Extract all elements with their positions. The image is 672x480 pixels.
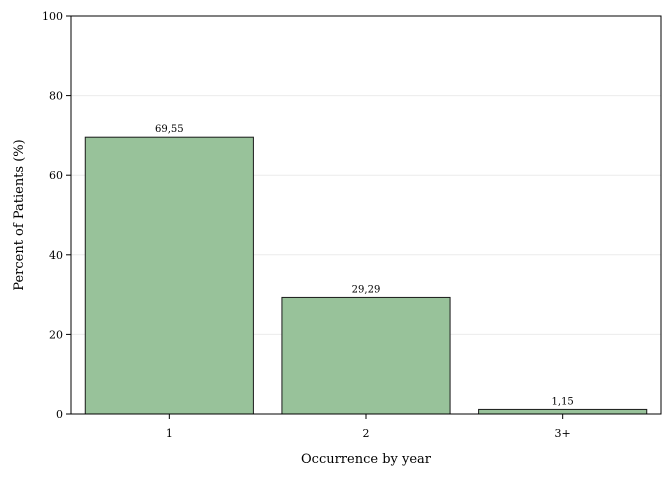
bar-value-label: 69,55 (155, 124, 184, 135)
y-tick-label: 100 (42, 10, 63, 23)
y-tick-label: 0 (56, 408, 63, 421)
y-axis: 0 20 40 60 80 100 (42, 10, 71, 421)
y-tick-label: 20 (49, 328, 63, 341)
x-tick-label: 3+ (555, 427, 571, 440)
bar-value-label: 29,29 (352, 284, 381, 295)
y-tick-label: 60 (49, 169, 63, 182)
y-tick-label: 80 (49, 90, 63, 103)
data-labels: 69,55 29,29 1,15 (155, 124, 574, 407)
x-tick-label: 2 (363, 427, 370, 440)
y-axis-title: Percent of Patients (%) (12, 139, 27, 290)
bar-3 (478, 408, 648, 415)
x-tick-label: 1 (166, 427, 173, 440)
x-axis-title: Occurrence by year (301, 452, 432, 467)
bar-1 (84, 136, 254, 415)
x-axis: 1 2 3+ (166, 414, 571, 440)
bar-value-label: 1,15 (552, 396, 574, 407)
bar-2 (281, 296, 451, 415)
bars (84, 136, 648, 415)
y-tick-label: 40 (49, 249, 63, 262)
